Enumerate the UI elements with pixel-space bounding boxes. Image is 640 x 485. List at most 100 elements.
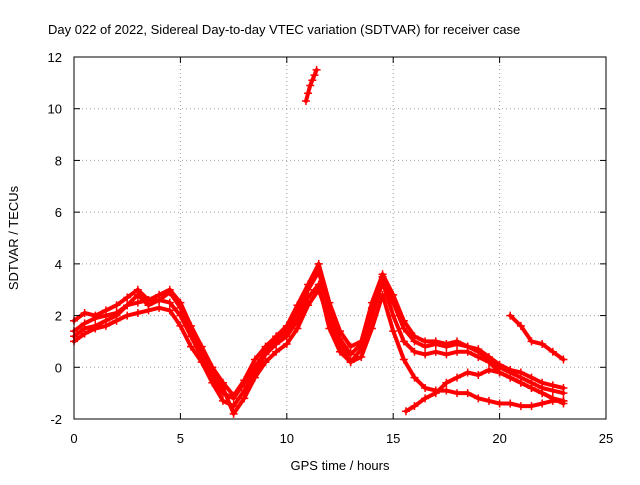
data-point-marker [250,355,259,364]
x-tick-label: 10 [280,431,294,446]
y-tick-label: 10 [48,102,62,117]
data-point-marker [325,316,334,325]
data-point-marker [197,342,206,351]
x-tick-label: 25 [599,431,613,446]
data-point-marker [218,396,227,405]
y-tick-label: 4 [55,257,62,272]
data-point-marker [325,298,334,307]
data-point-marker [548,394,557,403]
data-point-marker [506,311,515,320]
x-tick-label: 15 [386,431,400,446]
data-point-marker [538,340,547,349]
x-tick-label: 20 [492,431,506,446]
data-point-marker [559,383,568,392]
data-point-marker [80,308,89,317]
data-point-marker [474,345,483,354]
data-point-marker [516,378,525,387]
data-point-marker [165,298,174,307]
data-point-marker [240,376,249,385]
data-point-marker [463,368,472,377]
data-point-marker [133,285,142,294]
y-tick-label: 8 [55,153,62,168]
data-point-marker [399,337,408,346]
data-point-marker [410,402,419,411]
data-point-marker [516,368,525,377]
data-point-marker [312,65,321,74]
data-point-marker [261,342,270,351]
data-point-marker [123,293,132,302]
data-point-marker [357,352,366,361]
data-point-marker [293,324,302,333]
data-point-marker [527,402,536,411]
data-point-marker [495,399,504,408]
data-point-marker [176,321,185,330]
y-tick-label: 0 [55,360,62,375]
series-track-4 [70,259,568,400]
data-point-marker [484,396,493,405]
data-point-marker [516,402,525,411]
data-point-marker [421,350,430,359]
y-tick-label: 6 [55,205,62,220]
series-track-6 [401,365,568,416]
data-point-marker [336,340,344,349]
y-tick-label: 2 [55,309,62,324]
data-point-marker [304,89,313,98]
data-point-marker [399,324,408,333]
data-point-marker [80,324,89,333]
data-point-marker [389,290,398,299]
data-point-marker [401,407,410,416]
data-point-marker [506,373,515,382]
data-point-marker [367,298,376,307]
data-point-marker [272,332,281,341]
data-point-marker [453,373,462,382]
data-point-marker [453,347,462,356]
data-point-marker [506,365,515,374]
data-point-marker [310,71,319,80]
plot-frame [73,56,607,420]
data-point-marker [421,337,430,346]
data-point-marker [282,321,291,330]
data-point-marker [101,316,110,325]
grid-layer [74,57,606,419]
data-point-marker [187,321,196,330]
data-point-marker [495,360,504,369]
data-point-marker [538,378,547,387]
data-point-marker [308,76,317,85]
data-point-marker [548,347,557,356]
data-point-marker [367,324,376,333]
data-point-marker [442,378,451,387]
data-point-marker [453,389,462,398]
data-point-marker [453,337,462,346]
data-point-marker [112,301,121,310]
data-point-marker [389,327,398,336]
data-point-marker [399,355,408,364]
data-point-marker [357,337,366,346]
data-point-marker [495,368,504,377]
data-point-marker [378,290,387,299]
data-point-marker [208,363,217,372]
data-point-marker [559,355,568,364]
data-point-marker [240,394,249,403]
series-track-3 [70,285,568,418]
data-point-marker [442,350,451,359]
y-axis-label: SDTVAR / TECUs [6,185,21,290]
data-point-marker [474,394,483,403]
data-point-marker [410,373,419,382]
data-point-marker [165,306,174,315]
data-point-marker [261,358,270,367]
data-point-marker [421,394,430,403]
data-point-marker [165,285,174,294]
data-point-marker [91,311,100,320]
data-point-marker [484,365,493,374]
data-point-marker [431,347,440,356]
data-point-marker [112,311,121,320]
data-point-marker [133,308,142,317]
data-point-marker [133,298,142,307]
data-point-marker [218,378,227,387]
data-point-marker [187,342,196,351]
data-point-marker [399,316,408,325]
data-point-marker [474,371,483,380]
series-layer [70,65,568,418]
data-point-marker [463,342,472,351]
